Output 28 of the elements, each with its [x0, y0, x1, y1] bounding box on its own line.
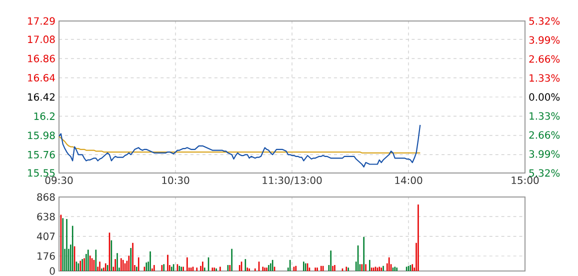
y2-tick-label: 1.33%	[530, 74, 560, 82]
x-tick-label: 11:30/13:00	[262, 176, 322, 185]
y-tick-label: 407	[36, 232, 55, 240]
y-tick-label: 0	[50, 267, 55, 275]
y-tick-label: 15.98	[28, 132, 55, 140]
y2-tick-label: 2.66%	[529, 55, 560, 63]
y-tick-label: 15.55	[28, 169, 55, 177]
y-tick-label: 638	[37, 212, 55, 220]
y-tick-label: 868	[37, 193, 55, 201]
y-tick-label: 15.76	[28, 150, 55, 158]
y-tick-label: 16.2	[34, 112, 54, 120]
y2-tick-label: 5.32%	[529, 17, 560, 25]
x-tick-label: 15:00	[512, 176, 539, 184]
y-tick-label: 16.64	[28, 74, 55, 82]
y2-tick-label: 3.99%	[529, 36, 560, 44]
y-tick-label: 16.42	[28, 93, 54, 101]
y2-tick-label: 3.99%	[529, 150, 560, 158]
y2-tick-label: 1.33%	[530, 112, 560, 120]
x-tick-label: 09:30	[45, 176, 73, 184]
y2-tick-label: 5.32%	[529, 169, 560, 177]
y-tick-label: 17.08	[28, 36, 55, 44]
y-tick-label: 17.29	[28, 17, 55, 25]
y-tick-label: 176	[38, 252, 55, 260]
y-tick-label: 16.86	[28, 54, 55, 62]
y2-tick-label: 0.00%	[529, 93, 560, 101]
y2-tick-label: 2.66%	[529, 131, 560, 139]
x-tick-label: 10:30	[162, 176, 190, 184]
x-tick-label: 14:00	[395, 176, 422, 184]
